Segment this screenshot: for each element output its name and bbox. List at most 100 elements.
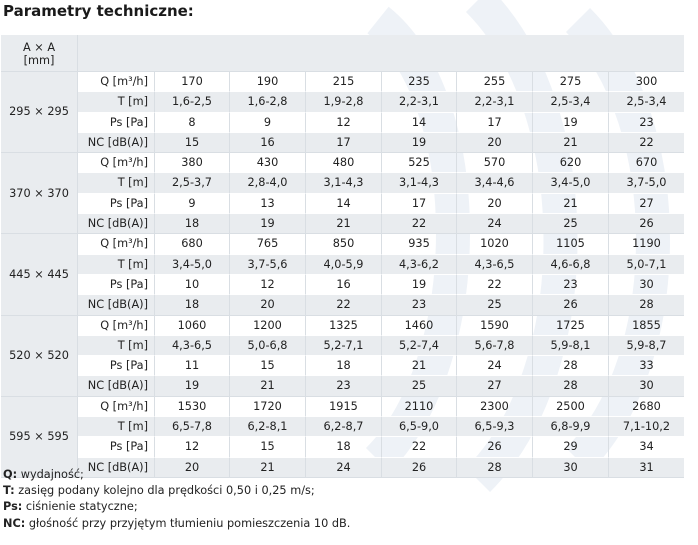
table-row: Ps [Pa] 11 15 18 21 24 28 33 xyxy=(1,356,684,377)
legend-key: T: xyxy=(3,484,15,498)
value-cell: 16 xyxy=(230,132,306,154)
legend-item: T: zasięg podany kolejno dla prędkości 0… xyxy=(3,483,350,499)
value-cell: 1590 xyxy=(457,315,533,336)
param-label: Ps [Pa] xyxy=(78,112,155,133)
value-cell: 3,7-5,0 xyxy=(609,173,684,194)
legend-item: Ps: ciśnienie statyczne; xyxy=(3,499,350,515)
value-cell: 4,3-6,2 xyxy=(382,254,457,275)
value-cell: 22 xyxy=(609,132,684,154)
value-cell: 25 xyxy=(457,295,533,316)
size-cell: 295 × 295 xyxy=(1,72,78,154)
value-cell: 20 xyxy=(230,295,306,316)
value-cell: 30 xyxy=(609,376,684,397)
table-row: NC [dB(A)] 20 21 24 26 28 30 31 xyxy=(1,457,684,478)
value-cell: 20 xyxy=(155,457,230,478)
value-cell: 19 xyxy=(533,112,609,133)
value-cell: 25 xyxy=(382,376,457,397)
value-cell: 670 xyxy=(609,153,684,174)
param-label: Ps [Pa] xyxy=(78,274,155,296)
value-cell: 255 xyxy=(457,72,533,93)
value-cell: 17 xyxy=(382,193,457,215)
value-cell: 4,6-6,8 xyxy=(533,254,609,275)
value-cell: 850 xyxy=(306,234,382,255)
value-cell: 5,2-7,4 xyxy=(382,335,457,357)
value-cell: 17 xyxy=(457,112,533,133)
value-cell: 5,9-8,7 xyxy=(609,335,684,357)
value-cell: 18 xyxy=(306,356,382,377)
size-header: A × A [mm] xyxy=(1,35,78,72)
value-cell: 2,5-3,4 xyxy=(609,92,684,113)
value-cell: 430 xyxy=(230,153,306,174)
value-cell: 620 xyxy=(533,153,609,174)
value-cell: 6,5-7,8 xyxy=(155,417,230,438)
value-cell: 1915 xyxy=(306,396,382,418)
value-cell: 26 xyxy=(382,457,457,478)
value-cell: 5,9-8,1 xyxy=(533,335,609,357)
value-cell: 18 xyxy=(155,295,230,316)
value-cell: 275 xyxy=(533,72,609,93)
table-row: NC [dB(A)] 18 20 22 23 25 26 28 xyxy=(1,295,684,316)
value-cell: 18 xyxy=(306,437,382,458)
param-label: T [m] xyxy=(78,173,155,194)
value-cell: 1325 xyxy=(306,315,382,336)
table-row: T [m] 4,3-6,5 5,0-6,8 5,2-7,1 5,2-7,4 5,6-7,8… xyxy=(1,335,684,357)
value-cell: 2110 xyxy=(382,396,457,418)
size-cell: 445 × 445 xyxy=(1,234,78,316)
value-cell: 1105 xyxy=(533,234,609,255)
value-cell: 525 xyxy=(382,153,457,174)
value-cell: 21 xyxy=(230,376,306,397)
value-cell: 3,7-5,6 xyxy=(230,254,306,275)
value-cell: 6,5-9,0 xyxy=(382,417,457,438)
table-row: T [m] 3,4-5,0 3,7-5,6 4,0-5,9 4,3-6,2 4,3-6,5… xyxy=(1,254,684,275)
value-cell: 30 xyxy=(609,275,684,296)
legend-text: zasięg podany kolejno dla prędkości 0,50… xyxy=(14,484,315,498)
value-cell: 4,0-5,9 xyxy=(306,254,382,275)
value-cell: 26 xyxy=(457,437,533,458)
value-cell: 680 xyxy=(155,234,230,255)
value-cell: 1,9-2,8 xyxy=(306,92,382,113)
value-cell: 570 xyxy=(457,153,533,174)
table-row: Ps [Pa] 8 9 12 14 17 19 23 xyxy=(1,112,684,133)
value-cell: 15 xyxy=(155,132,230,154)
value-cell: 5,6-7,8 xyxy=(457,335,533,357)
table-row: 295 × 295 Q [m³/h] 170 190 215 235 255 275 300 xyxy=(1,72,684,154)
value-cell: 6,5-9,3 xyxy=(457,417,533,438)
value-cell: 21 xyxy=(533,132,609,154)
value-cell: 22 xyxy=(457,274,533,296)
value-cell: 5,0-6,8 xyxy=(230,335,306,357)
table-row: Ps [Pa] 9 13 14 17 20 21 27 xyxy=(1,193,684,215)
size-cell: 595 × 595 xyxy=(1,396,78,478)
table-row: T [m] 6,5-7,8 6,2-8,1 6,2-8,7 6,5-9,0 6,5-9,3… xyxy=(1,417,684,438)
param-label: Ps [Pa] xyxy=(78,193,155,215)
param-label: Ps [Pa] xyxy=(78,356,155,377)
value-cell: 3,4-5,0 xyxy=(533,173,609,194)
legend-text: wydajność; xyxy=(17,468,84,481)
param-label: Q [m³/h] xyxy=(78,396,155,418)
size-cell: 370 × 370 xyxy=(1,153,78,235)
value-cell: 6,8-9,9 xyxy=(533,417,609,438)
param-label: Q [m³/h] xyxy=(78,153,155,174)
value-cell: 13 xyxy=(230,193,306,215)
value-cell: 12 xyxy=(306,112,382,133)
param-label: Ps [Pa] xyxy=(78,437,155,458)
param-label: NC [dB(A)] xyxy=(78,376,155,397)
value-cell: 5,2-7,1 xyxy=(306,335,382,357)
value-cell: 1190 xyxy=(609,234,684,255)
value-cell: 12 xyxy=(230,274,306,296)
value-cell: 23 xyxy=(533,274,609,296)
value-cell: 11 xyxy=(155,356,230,377)
value-cell: 21 xyxy=(306,214,382,235)
value-cell: 2,5-3,4 xyxy=(533,92,609,113)
value-cell: 7,1-10,2 xyxy=(609,417,684,438)
page-title: Parametry techniczne: xyxy=(3,2,194,20)
value-cell: 1020 xyxy=(457,234,533,255)
value-cell: 10 xyxy=(155,274,230,296)
param-label: Q [m³/h] xyxy=(78,315,155,336)
value-cell: 24 xyxy=(306,457,382,478)
value-cell: 2,5-3,7 xyxy=(155,173,230,194)
table-row: 445 × 445 Q [m³/h] 680 765 850 935 1020 1105 119… xyxy=(1,234,684,316)
table-row: 520 × 520 Q [m³/h] 1060 1200 1325 1460 1590 172… xyxy=(1,315,684,397)
param-label: T [m] xyxy=(78,254,155,275)
value-cell: 23 xyxy=(306,376,382,397)
value-cell: 1060 xyxy=(155,315,230,336)
